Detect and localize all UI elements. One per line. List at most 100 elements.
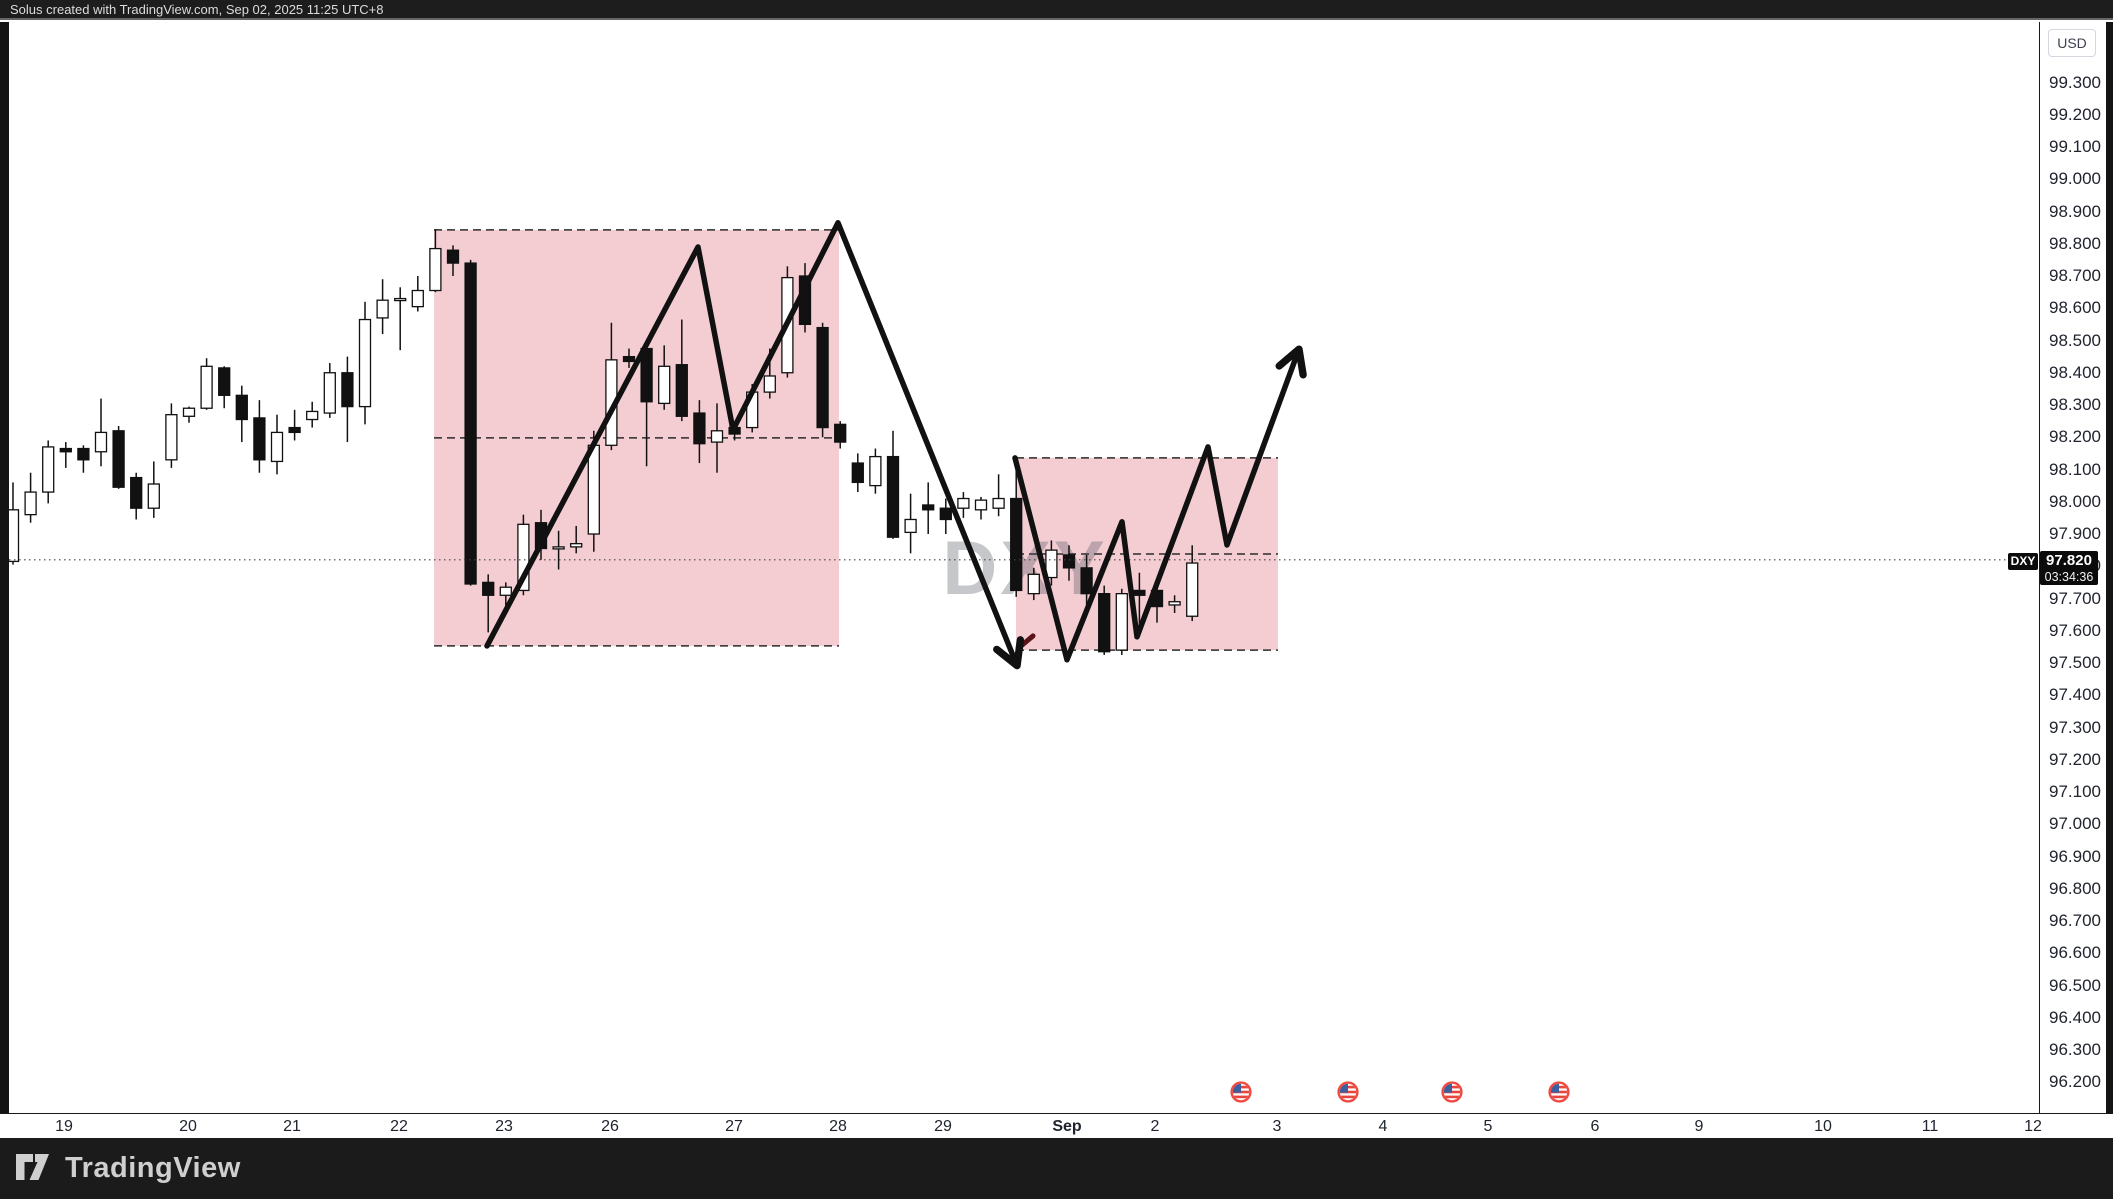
price-tick-label: 97.500 — [2049, 653, 2101, 672]
price-tick-label: 99.300 — [2049, 72, 2101, 92]
candle — [411, 276, 424, 312]
candle — [165, 403, 178, 468]
economic-event-us-flag-icon[interactable] — [1230, 1081, 1252, 1103]
candle — [182, 406, 196, 423]
price-tick-label: 97.200 — [2049, 749, 2101, 769]
candle — [922, 482, 935, 534]
time-tick-label: 2 — [1150, 1118, 1160, 1135]
candle — [904, 493, 917, 554]
time-axis[interactable]: 19 20 21 22 23 26 27 28 29 Sep 2 3 4 5 6 9 10 11 12 — [0, 1113, 2113, 1139]
candle — [622, 348, 636, 368]
price-tick-label: 98.100 — [2049, 459, 2101, 479]
price-tick-label: 96.900 — [2049, 846, 2101, 866]
economic-event-us-flag-icon[interactable] — [1441, 1081, 1463, 1103]
tradingview-logo-text: TradingView — [65, 1152, 241, 1184]
price-tick-label: 99.200 — [2049, 104, 2101, 124]
price-tick-label: 97.900 — [2049, 524, 2101, 543]
time-tick-label: 23 — [495, 1118, 513, 1135]
time-tick-label: 4 — [1378, 1118, 1388, 1135]
candle — [552, 530, 565, 570]
candle — [1010, 458, 1023, 597]
price-tick-label: 96.200 — [2049, 1072, 2101, 1092]
candle — [59, 442, 72, 468]
candles-layer — [6, 229, 1199, 655]
tradingview-logo[interactable]: TradingView — [16, 1152, 241, 1185]
candle — [446, 245, 460, 276]
time-tick-label: 3 — [1272, 1118, 1282, 1135]
candle — [306, 401, 319, 428]
candle — [693, 400, 706, 464]
candle — [288, 409, 301, 441]
price-tick-label: 96.300 — [2049, 1040, 2101, 1059]
price-tick-label: 98.400 — [2049, 362, 2101, 382]
candle — [429, 229, 442, 293]
chart-pane[interactable]: DXY — [0, 0, 2113, 1113]
supply-demand-zone-2[interactable] — [1016, 457, 1278, 651]
candle — [1115, 588, 1128, 655]
time-tick-label: Sep — [1052, 1118, 1082, 1135]
time-tick-label: 10 — [1814, 1118, 1832, 1135]
price-tick-label: 97.100 — [2049, 782, 2101, 801]
candle — [658, 345, 671, 410]
time-tick-label: 5 — [1483, 1118, 1493, 1135]
candle — [464, 259, 477, 586]
last-price-tag: 97.820 03:34:36 — [2040, 551, 2098, 585]
economic-event-us-flag-icon[interactable] — [1548, 1081, 1570, 1103]
candle — [957, 492, 970, 518]
price-tick-label: 96.500 — [2049, 975, 2101, 995]
candle — [1027, 567, 1040, 601]
candle — [358, 301, 372, 425]
right-edge-strip — [2104, 22, 2113, 1138]
time-tick-label: 20 — [179, 1118, 197, 1135]
candle — [394, 287, 407, 351]
time-tick-label: 9 — [1694, 1118, 1704, 1135]
candle — [6, 482, 20, 565]
candle — [270, 414, 284, 475]
candle — [869, 448, 882, 494]
economic-event-us-flag-icon[interactable] — [1337, 1081, 1359, 1103]
candle — [24, 472, 37, 523]
price-tick-label: 98.600 — [2049, 298, 2101, 318]
bar-countdown: 03:34:36 — [2044, 570, 2094, 584]
price-tick-label: 97.700 — [2049, 588, 2101, 608]
price-tick-label: 98.800 — [2049, 233, 2101, 253]
candle — [710, 403, 724, 473]
candle — [1168, 595, 1181, 614]
price-tick-label: 97.600 — [2049, 620, 2101, 640]
candle — [323, 363, 336, 418]
price-tick-label: 96.400 — [2049, 1007, 2101, 1027]
candle — [939, 498, 952, 534]
attribution-text: Solus created with TradingView.com, Sep … — [10, 2, 384, 17]
attribution-bar: Solus created with TradingView.com, Sep … — [0, 0, 2113, 20]
time-tick-label: 19 — [55, 1118, 73, 1135]
candle — [886, 430, 900, 539]
price-tick-label: 97.000 — [2049, 814, 2101, 834]
symbol-watermark: DXY — [942, 526, 1107, 611]
zigzag-trend-drawing-1[interactable] — [484, 220, 1025, 670]
candle — [570, 525, 583, 554]
supply-demand-zone-1[interactable] — [434, 229, 839, 647]
time-tick-label: 28 — [829, 1118, 847, 1135]
candle — [130, 472, 143, 520]
candle — [200, 358, 213, 410]
price-tick-label: 96.600 — [2049, 943, 2101, 963]
candle — [974, 496, 988, 520]
candle — [482, 574, 495, 633]
zigzag-trend-drawing-2[interactable] — [1012, 345, 1307, 663]
price-unit-button[interactable]: USD — [2048, 29, 2096, 57]
candle — [147, 461, 160, 518]
price-tick-label: 98.300 — [2049, 395, 2101, 414]
price-tick-label: 99.000 — [2049, 169, 2101, 189]
candle — [675, 319, 688, 422]
candle — [341, 356, 354, 443]
symbol-price-tag: DXY — [2008, 553, 2038, 570]
time-tick-label: 29 — [934, 1118, 952, 1135]
price-tick-label: 98.500 — [2049, 330, 2101, 350]
price-tick-label: 98.200 — [2049, 427, 2101, 447]
time-tick-label: 22 — [390, 1118, 408, 1135]
candle — [218, 366, 231, 409]
price-tick-label: 98.000 — [2049, 491, 2101, 511]
candle — [77, 445, 90, 473]
tradingview-logo-icon — [16, 1153, 49, 1180]
candle — [1080, 554, 1093, 605]
